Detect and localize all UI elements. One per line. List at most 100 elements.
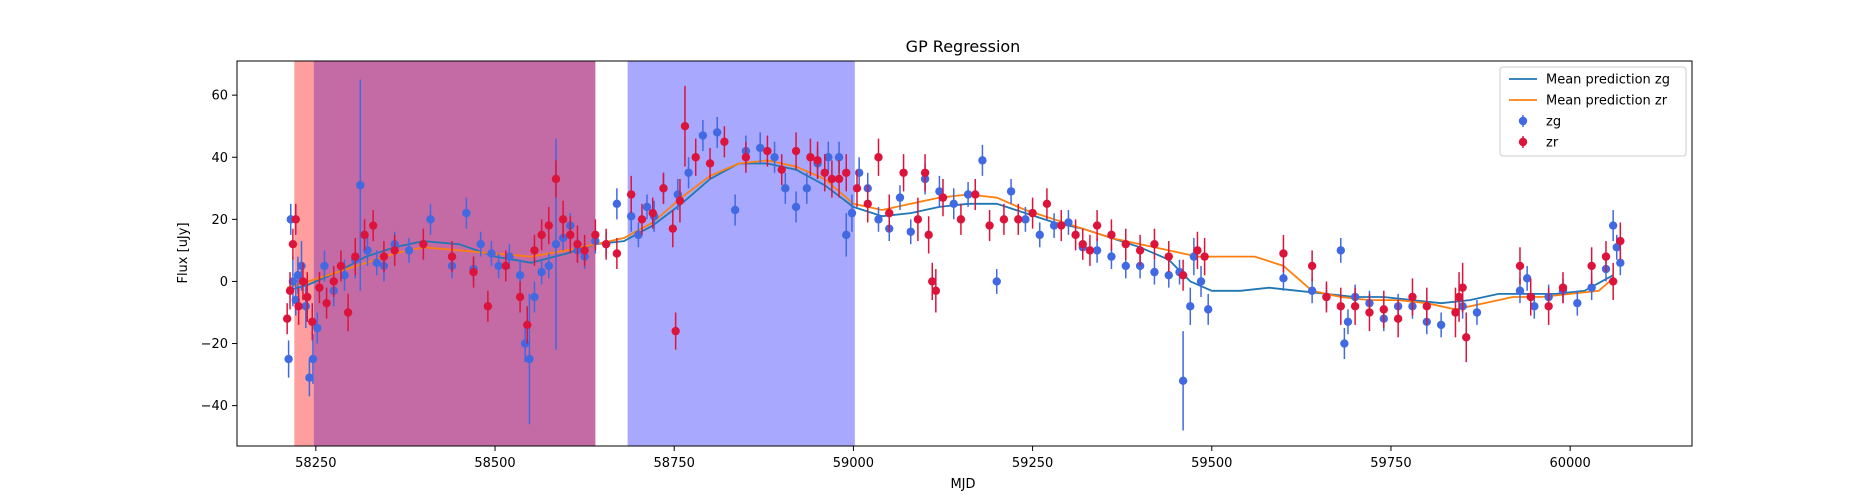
zr-point <box>1454 292 1464 302</box>
zr-point <box>379 252 389 261</box>
zr-point <box>1608 277 1618 286</box>
zg-point <box>1049 221 1059 230</box>
zg-point <box>525 354 534 364</box>
zr-point <box>294 302 303 311</box>
zr-point <box>469 267 478 277</box>
zg-point <box>1608 221 1618 230</box>
zg-point <box>293 271 303 280</box>
x-axis-ticks: 58250 58500 58750 59000 59250 59500 59750 60000 <box>295 446 1591 471</box>
zg-point <box>847 208 857 218</box>
y-tick-label: −20 <box>201 337 228 352</box>
data-points <box>282 79 1625 431</box>
zg-point <box>1343 317 1353 327</box>
zr-point <box>971 190 980 199</box>
zg-point <box>992 277 1001 286</box>
zr-point <box>813 156 822 165</box>
zr-point <box>285 286 295 295</box>
legend-label-zg: zg <box>1546 115 1561 130</box>
zg-point <box>874 215 883 224</box>
zr-point <box>1193 246 1202 255</box>
zg-point <box>1530 302 1539 311</box>
y-tick-label: −40 <box>201 399 228 414</box>
y-tick-label: 40 <box>211 151 228 166</box>
zg-point <box>834 153 844 162</box>
zr-point <box>551 174 561 184</box>
x-tick-label: 59750 <box>1370 456 1411 471</box>
zr-point <box>1393 314 1403 323</box>
zr-point <box>985 221 994 230</box>
zr-point <box>691 153 700 162</box>
legend-box <box>1499 66 1687 157</box>
zr-point <box>501 261 510 271</box>
zg-point <box>340 271 349 280</box>
zr-point <box>303 292 312 302</box>
zr-point <box>282 314 292 323</box>
zg-point <box>1107 252 1116 261</box>
zg-point <box>520 339 530 348</box>
zr-point <box>322 298 331 308</box>
zr-point <box>1307 261 1317 271</box>
legend-label-mean-prediction-zg: Mean prediction zg <box>1546 73 1670 88</box>
zg-point <box>1150 267 1159 277</box>
zr-point <box>368 221 378 230</box>
y-axis-label: Flux [uJy] <box>176 222 191 283</box>
zg-point <box>713 128 722 137</box>
plot-frame <box>236 60 1693 447</box>
zr-point <box>1085 246 1095 255</box>
zr-point <box>1028 208 1037 218</box>
zg-point <box>1515 286 1525 295</box>
zg-point <box>1006 187 1016 196</box>
zg-point <box>1307 286 1317 295</box>
zg-point <box>730 205 740 215</box>
zr-point <box>763 146 772 156</box>
zr-point <box>852 184 862 193</box>
zr-point <box>537 230 546 240</box>
x-tick-label: 60000 <box>1549 456 1590 471</box>
zr-point <box>668 224 677 233</box>
zr-point <box>1558 283 1568 292</box>
zg-point <box>515 271 525 280</box>
zg-point <box>824 153 833 162</box>
zg-point <box>770 153 779 162</box>
zr-point <box>1279 249 1288 258</box>
zg-point <box>1121 261 1130 271</box>
zr-point <box>956 215 966 224</box>
zg-point <box>1612 243 1621 252</box>
zg-point <box>297 261 306 271</box>
zg-point <box>544 261 553 271</box>
zg-point <box>505 252 514 261</box>
zr-point <box>1408 292 1417 302</box>
zr-point <box>928 277 937 286</box>
zg-point <box>530 292 539 302</box>
zg-point <box>288 277 298 286</box>
zg-point <box>305 373 314 382</box>
zr-point <box>820 168 829 177</box>
zr-point <box>329 277 338 286</box>
legend: Mean prediction zg Mean prediction zr zg zr <box>1499 66 1687 157</box>
zg-point <box>791 202 801 212</box>
zg-point <box>356 180 365 190</box>
zg-point <box>906 227 915 236</box>
zr-point <box>1322 292 1331 302</box>
zr-point <box>1587 261 1596 271</box>
x-tick-label: 58250 <box>295 456 336 471</box>
zg-point <box>642 202 652 212</box>
zr-point <box>566 230 575 240</box>
zr-point <box>298 277 308 286</box>
zg-point <box>284 354 293 364</box>
zr-point <box>523 320 532 330</box>
zg-point <box>684 168 693 177</box>
chart-title: GP Regression <box>906 37 1021 56</box>
zg-point <box>462 208 471 218</box>
zg-point <box>634 230 643 240</box>
zr-point <box>1107 230 1116 240</box>
zg-point <box>854 168 864 177</box>
zr-point <box>1515 261 1525 271</box>
zr-point <box>874 153 883 162</box>
zg-point <box>895 193 905 202</box>
zr-point <box>558 215 568 224</box>
zg-point <box>363 246 372 255</box>
zg-point <box>404 246 414 255</box>
zr-point <box>827 174 837 184</box>
